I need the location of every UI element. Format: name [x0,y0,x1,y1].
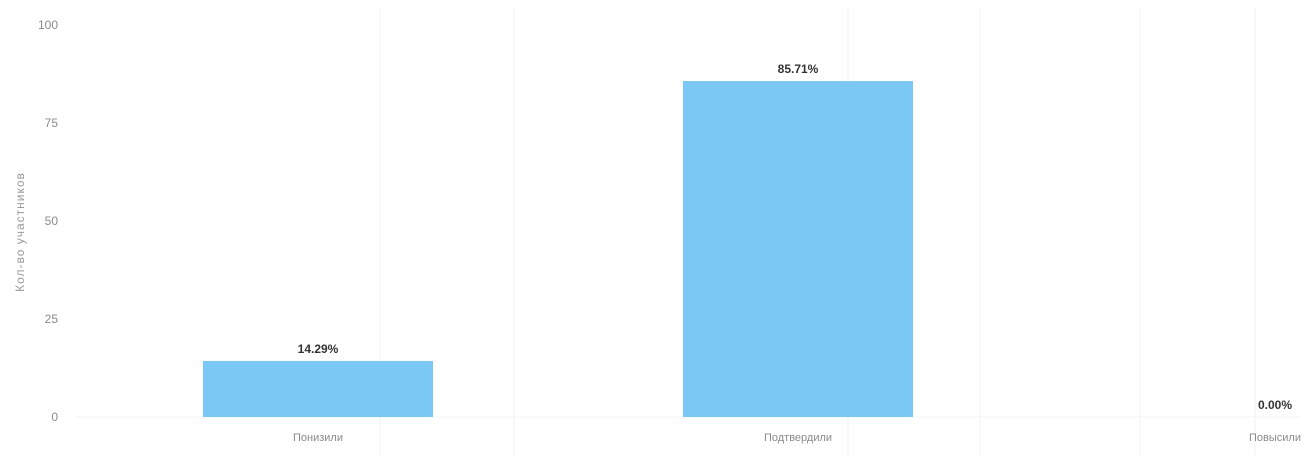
y-tick-label: 0 [51,410,58,424]
bar[interactable] [683,81,913,418]
bar[interactable] [203,360,433,417]
y-tick-label: 25 [45,312,59,326]
y-tick-label: 100 [38,18,58,32]
y-tick-label: 50 [45,214,59,228]
y-axis-ticks: 0 25 50 75 100 [38,18,58,424]
data-label: 0.00% [1258,398,1292,412]
data-labels: 14.29% 85.71% 0.00% [298,62,1293,412]
data-label: 85.71% [778,62,819,76]
category-label: Понизили [293,432,343,444]
category-label: Подтвердили [764,432,832,444]
data-label: 14.29% [298,342,339,356]
bars [203,81,913,418]
y-axis-title: Кол-во участников [13,172,27,292]
y-tick-label: 75 [45,116,59,130]
category-labels: Понизили Подтвердили Повысили [293,432,1301,444]
category-label: Повысили [1249,432,1301,444]
